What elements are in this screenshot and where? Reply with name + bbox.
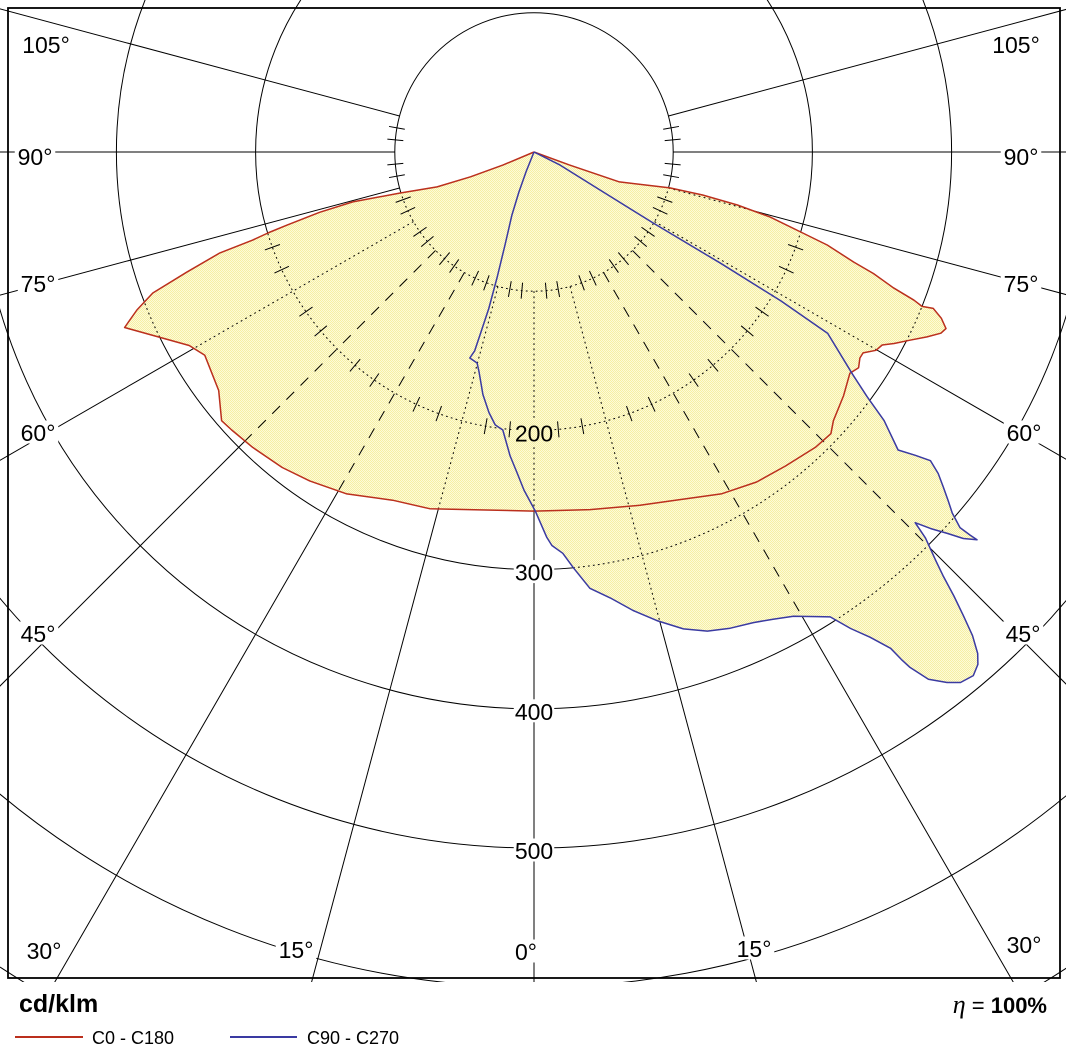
- svg-text:90°: 90°: [1004, 144, 1039, 170]
- legend-swatch-c0-c180: [15, 1036, 83, 1038]
- svg-text:300: 300: [515, 560, 553, 586]
- svg-text:45°: 45°: [1006, 621, 1041, 647]
- svg-text:60°: 60°: [21, 420, 56, 446]
- efficiency-label: η = 100%: [953, 990, 1047, 1020]
- svg-text:200: 200: [515, 420, 553, 446]
- legend-swatch-c90-c270: [230, 1036, 297, 1038]
- units-label: cd/klm: [19, 990, 99, 1018]
- legend-label-c0-c180: C0 - C180: [92, 1028, 175, 1048]
- svg-text:45°: 45°: [21, 621, 56, 647]
- svg-text:105°: 105°: [22, 32, 70, 58]
- svg-text:60°: 60°: [1007, 420, 1042, 446]
- svg-text:30°: 30°: [27, 938, 62, 964]
- svg-text:15°: 15°: [737, 936, 772, 962]
- svg-text:15°: 15°: [279, 937, 314, 963]
- footer: cd/klm C0 - C180 C90 - C270 η = 100%: [0, 982, 1066, 1064]
- svg-text:30°: 30°: [1007, 932, 1042, 958]
- svg-text:105°: 105°: [992, 32, 1040, 58]
- legend-label-c90-c270: C90 - C270: [307, 1028, 400, 1048]
- eta-equals: =: [965, 993, 991, 1018]
- svg-text:75°: 75°: [21, 271, 56, 297]
- svg-text:0°: 0°: [515, 939, 537, 965]
- eta-value: 100%: [990, 993, 1047, 1018]
- svg-text:500: 500: [515, 838, 553, 864]
- svg-text:75°: 75°: [1004, 271, 1039, 297]
- svg-text:90°: 90°: [18, 144, 53, 170]
- svg-text:400: 400: [515, 699, 553, 725]
- eta-symbol: η: [952, 990, 966, 1019]
